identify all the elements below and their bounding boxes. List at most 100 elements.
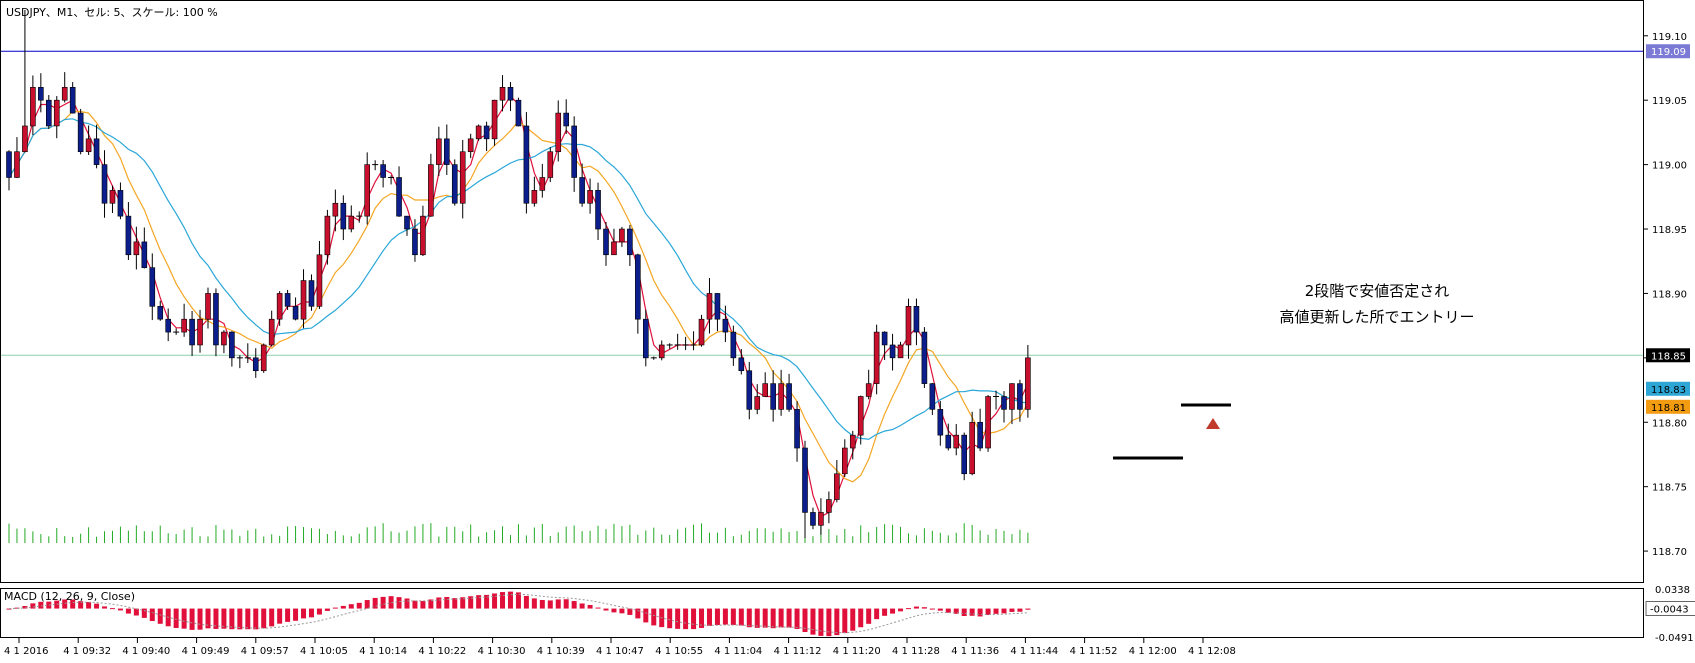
macd-bar <box>738 608 744 626</box>
macd-bar <box>945 608 951 613</box>
candle-bearish <box>451 164 458 204</box>
candle-bullish <box>706 293 713 320</box>
macd-bar <box>882 608 888 616</box>
macd-bar <box>691 608 697 630</box>
price-tick-label: 118.70 <box>1652 547 1687 558</box>
candle-bullish <box>539 177 546 191</box>
macd-bar <box>324 608 330 611</box>
candle-bearish <box>714 293 721 320</box>
macd-bar <box>675 608 681 629</box>
macd-bar <box>826 608 832 637</box>
candle-bullish <box>698 318 705 346</box>
macd-bar <box>149 608 155 622</box>
macd-bar <box>54 600 60 609</box>
candle-bearish <box>937 409 944 436</box>
macd-bar <box>396 597 402 609</box>
macd-bar <box>253 608 259 630</box>
macd-bar <box>651 608 657 626</box>
macd-bar <box>611 608 617 613</box>
macd-bar <box>484 594 490 609</box>
candle-bullish <box>491 99 498 140</box>
macd-bar <box>834 608 840 636</box>
macd-bar <box>316 608 322 615</box>
macd-bar <box>285 608 291 622</box>
price-tick-label: 118.80 <box>1652 418 1687 429</box>
ma-price-label: 118.81 <box>1651 403 1686 414</box>
macd-bar <box>898 608 904 612</box>
horizontal-lines-layer[interactable] <box>1 50 1643 356</box>
candle-bullish <box>857 396 864 436</box>
candle-bullish <box>332 202 339 217</box>
candle-bearish <box>794 409 800 449</box>
candle-bearish <box>189 318 195 346</box>
candle-bearish <box>507 87 514 101</box>
candle-bearish <box>252 357 259 372</box>
time-tick-label: 4 1 2016 <box>4 646 49 657</box>
chart-header: USDJPY、M1、セル: 5、スケール: 100 % <box>6 6 218 19</box>
macd-current-label-bg <box>1645 601 1695 616</box>
candle-bullish <box>85 138 92 153</box>
candle-bullish <box>873 331 880 384</box>
candle-bearish <box>635 254 641 320</box>
macd-bar <box>635 608 641 619</box>
candle-bullish <box>865 383 872 397</box>
macd-bar <box>500 592 506 609</box>
ma-slow-line <box>8 118 1028 440</box>
time-tick-label: 4 1 10:30 <box>478 646 526 657</box>
candle-bullish <box>619 228 625 243</box>
macd-tick-label: 0.0338 <box>1655 585 1690 596</box>
candle-bearish <box>921 331 928 384</box>
candle-bullish <box>205 293 211 320</box>
macd-bar <box>492 593 498 609</box>
macd-bar <box>515 592 521 609</box>
candle-bearish <box>77 112 84 153</box>
macd-bar <box>189 608 195 630</box>
candle-bullish <box>53 99 60 127</box>
level-price-label: 118.85 <box>1651 351 1686 362</box>
macd-bar <box>133 608 139 616</box>
macd-signal-line <box>8 593 1028 634</box>
time-tick-label: 4 1 11:52 <box>1070 646 1118 657</box>
macd-bar <box>141 608 147 618</box>
macd-bar <box>372 597 378 609</box>
candle-bearish <box>523 125 530 204</box>
macd-bar <box>428 599 434 609</box>
macd-bar <box>778 608 784 628</box>
main-plot-frame <box>0 0 1644 583</box>
candle-bullish <box>849 434 856 449</box>
macd-bar <box>993 608 999 614</box>
time-tick-label: 4 1 10:47 <box>596 646 644 657</box>
candle-bullish <box>969 421 975 475</box>
candle-bearish <box>571 125 577 178</box>
macd-bar <box>476 595 482 609</box>
price-tick-label: 119.00 <box>1652 161 1687 172</box>
macd-bar <box>102 606 108 609</box>
macd-bar <box>730 608 736 625</box>
time-tick-label: 4 1 11:20 <box>833 646 881 657</box>
candle-bullish <box>905 306 912 346</box>
macd-bar <box>1025 608 1031 610</box>
macd-bar <box>117 608 123 611</box>
candle-bearish <box>165 318 171 333</box>
macd-bar <box>332 607 338 609</box>
macd-layer <box>6 591 1031 637</box>
macd-bar <box>388 596 394 609</box>
macd-bar <box>595 607 601 609</box>
candles-layer <box>6 10 1031 539</box>
macd-bar <box>452 598 458 609</box>
macd-bar <box>913 606 919 609</box>
macd-bar <box>181 608 187 629</box>
macd-bar <box>667 608 673 629</box>
candle-bearish <box>786 383 792 410</box>
time-tick-label: 4 1 11:36 <box>951 646 999 657</box>
macd-bar <box>157 608 163 624</box>
candle-bullish <box>499 87 506 101</box>
macd-bar <box>277 608 283 624</box>
macd-bar <box>6 608 12 610</box>
macd-bar <box>969 608 975 616</box>
candle-bullish <box>953 434 960 449</box>
candle-bullish <box>324 215 331 256</box>
macd-bar <box>412 600 418 609</box>
